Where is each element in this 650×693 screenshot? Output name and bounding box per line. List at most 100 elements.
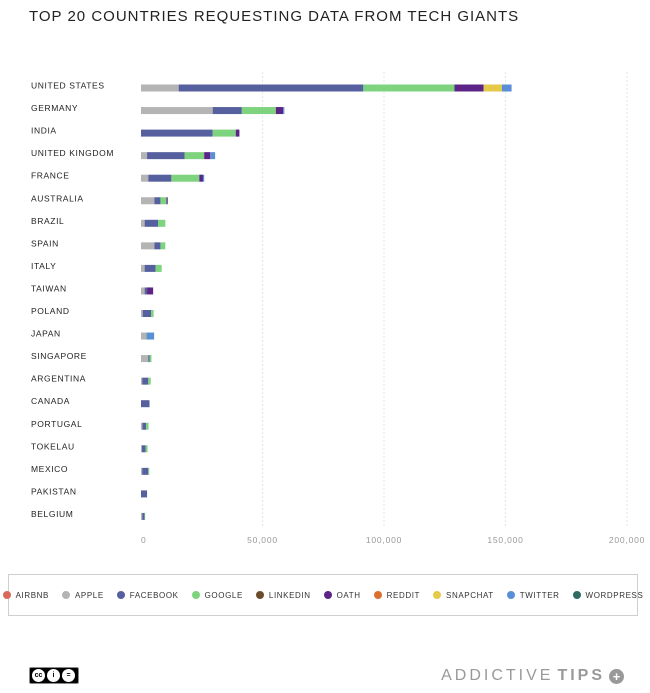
legend-label: AIRBNB <box>15 590 49 600</box>
bar-segment <box>151 310 154 317</box>
bar-segment <box>142 310 152 317</box>
bar-segment <box>501 84 512 92</box>
bar-segment <box>142 467 149 475</box>
bar-segment <box>141 377 143 385</box>
category-label: BELGIUM <box>31 509 73 519</box>
bar-segment <box>141 445 146 453</box>
brand-logo: ADDICTIVE TIPS + <box>441 667 624 685</box>
x-tick-label: 50,000 <box>247 535 278 545</box>
legend-swatch <box>255 591 264 599</box>
cc-icon: cc <box>32 669 45 682</box>
x-tick-label: 100,000 <box>366 535 402 545</box>
bar-segment <box>158 219 166 227</box>
bar-segment <box>141 287 145 295</box>
legend-swatch <box>506 591 515 599</box>
legend-swatch <box>116 591 125 599</box>
brand-text-light: ADDICTIVE <box>441 667 554 684</box>
bar-segment <box>212 107 242 115</box>
bar-segment <box>145 445 148 453</box>
bar-segment <box>147 287 154 295</box>
bar-segment <box>141 219 145 227</box>
bar-segment <box>141 107 213 115</box>
legend-swatch <box>191 591 200 599</box>
x-tick-label: 0 <box>141 535 147 545</box>
legend-swatch <box>323 591 332 599</box>
category-label: ITALY <box>31 261 56 271</box>
legend-item[interactable]: APPLE <box>62 591 104 600</box>
bar-segment <box>147 152 185 160</box>
category-label: UNITED STATES <box>31 81 105 91</box>
category-label: SPAIN <box>31 238 59 248</box>
bar-segment <box>184 152 205 160</box>
x-tick-label: 200,000 <box>609 535 645 545</box>
bar-segment <box>141 512 143 520</box>
category-label: JAPAN <box>31 329 61 339</box>
legend: AIRBNB APPLE FACEBOOK GOOGLE LINKEDIN OATH RED… <box>2 575 643 615</box>
legend-item[interactable]: AIRBNB <box>2 590 49 600</box>
bar-segment <box>283 107 285 115</box>
bar-segment <box>210 152 216 160</box>
bar-segment <box>160 197 167 205</box>
bar-segment <box>142 377 149 385</box>
legend-item[interactable]: TWITTER <box>506 590 560 600</box>
legend-label: TWITTER <box>519 590 560 600</box>
bar-segment <box>148 174 172 182</box>
bar-segment <box>178 84 364 92</box>
brand-text-bold: TIPS <box>557 667 605 684</box>
bar-segment <box>144 264 156 272</box>
bar-segment <box>148 377 151 385</box>
bar-segment <box>141 400 150 408</box>
x-tick-label: 150,000 <box>487 535 523 545</box>
bar-segment <box>142 422 147 430</box>
legend-swatch <box>572 591 581 599</box>
bar-segment <box>141 332 146 340</box>
bar-segment <box>146 332 147 340</box>
legend-item[interactable]: SNAPCHAT <box>433 591 494 600</box>
legend-item[interactable]: WORDPRESS <box>572 590 644 600</box>
legend-label: OATH <box>336 590 361 600</box>
bar-segment <box>212 129 236 137</box>
chart-plot: 0 50,000 100,000 150,000 200,000 UNITED STATE… <box>31 72 645 545</box>
bar-segment <box>141 490 148 498</box>
bar-segment <box>171 174 200 182</box>
bar-segment <box>202 174 205 182</box>
legend-label: REDDIT <box>386 590 421 600</box>
category-label: POLAND <box>31 306 70 316</box>
bar-segment <box>148 467 150 475</box>
category-label: PORTUGAL <box>31 419 82 429</box>
bar-segment <box>141 84 179 92</box>
chart-title: TOP 20 COUNTRIES REQUESTING DATA FROM TE… <box>29 8 520 25</box>
legend-item[interactable]: LINKEDIN <box>255 590 311 600</box>
category-label: BRAZIL <box>31 216 64 226</box>
legend-item[interactable]: FACEBOOK <box>116 590 179 600</box>
legend-label: FACEBOOK <box>129 590 179 600</box>
legend-swatch <box>62 591 70 599</box>
legend-label: LINKEDIN <box>268 590 311 600</box>
category-label: INDIA <box>31 126 57 136</box>
bar-segment <box>155 264 162 272</box>
legend-label: GOOGLE <box>204 590 243 600</box>
category-label: PAKISTAN <box>31 486 77 496</box>
bar-segment <box>141 152 148 160</box>
attribution-icon: i <box>47 669 60 682</box>
bar-segment <box>141 129 213 137</box>
legend-item[interactable]: OATH <box>323 590 361 600</box>
plus-icon: + <box>609 668 624 684</box>
bar-segment <box>241 107 276 115</box>
category-label: CANADA <box>31 396 70 406</box>
bar-segment <box>154 197 161 205</box>
legend-item[interactable]: GOOGLE <box>191 590 243 600</box>
legend-label: SNAPCHAT <box>446 590 494 600</box>
category-label: AUSTRALIA <box>31 193 84 203</box>
bar-segment <box>142 512 145 520</box>
legend-label: WORDPRESS <box>585 590 644 600</box>
legend-swatch <box>433 591 442 599</box>
legend-item[interactable]: REDDIT <box>373 590 421 600</box>
bar-segment <box>160 242 166 250</box>
no-derivatives-icon: = <box>62 669 75 682</box>
bar-segment <box>141 174 149 182</box>
bar-segment <box>149 355 152 363</box>
bar-segment <box>141 467 143 475</box>
bar-segment <box>141 445 142 453</box>
bar-segment <box>235 129 240 137</box>
